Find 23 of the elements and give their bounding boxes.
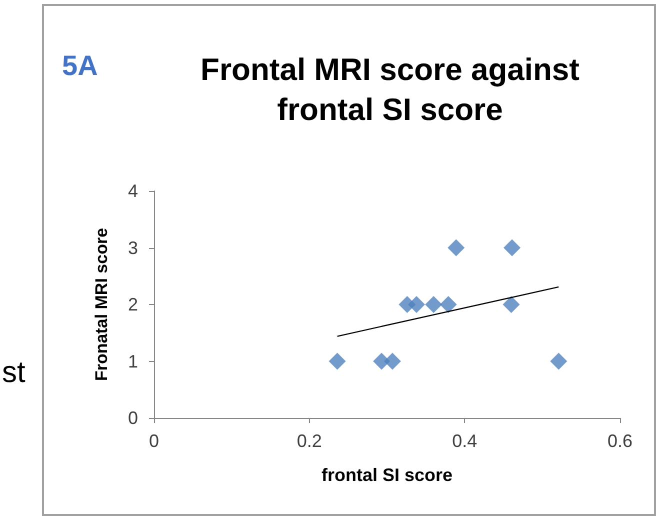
point — [328, 352, 346, 370]
point — [408, 296, 426, 313]
x-tick-label: 0.6 — [607, 431, 633, 451]
point — [504, 239, 521, 256]
x-axis-title: frontal SI score — [321, 465, 453, 485]
point — [425, 296, 442, 313]
y-tick-label: 2 — [128, 294, 138, 314]
text: 5A — [62, 50, 98, 82]
text: st — [2, 356, 26, 390]
x-tick-label: 0.2 — [296, 431, 322, 451]
y-tick-label: 1 — [128, 351, 138, 372]
y-axis-title: Fronatal MRI score — [92, 228, 111, 382]
y-tick-label: 0 — [128, 408, 138, 428]
x-tick-label: 0 — [148, 431, 160, 451]
point — [440, 296, 457, 313]
chart-title: Frontal MRI score against frontal SI score — [200, 51, 580, 129]
point — [384, 352, 401, 370]
y-tick-label: 4 — [128, 181, 138, 201]
y-tick-label: 3 — [128, 238, 138, 258]
point — [502, 296, 520, 313]
x-tick-label: 0.4 — [452, 431, 478, 451]
point — [448, 239, 465, 256]
point — [550, 352, 568, 370]
